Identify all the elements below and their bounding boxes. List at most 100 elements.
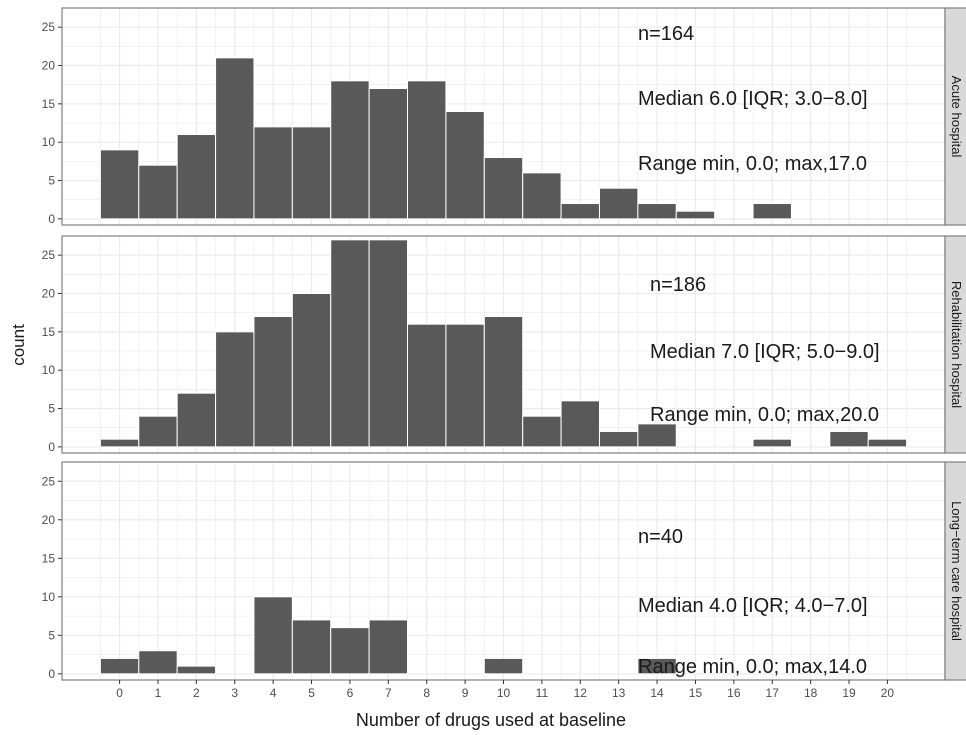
panel-annotation: Range min, 0.0; max,17.0 [638,153,867,175]
panel-annotation: n=186 [650,274,706,296]
histogram-bar [637,657,677,675]
y-tick-label: 25 [42,474,56,488]
histogram-bar [253,126,293,220]
x-tick-label: 20 [881,686,895,700]
y-tick-label: 20 [42,513,56,527]
facet-strip-label: Long−term care hospital [949,501,964,641]
histogram-bar [637,423,677,448]
histogram-bar [291,293,332,448]
facet-panel: 0 5 10 15 20 25 Acute hospital n=164 Median 6.0 … [42,7,966,226]
histogram-bar [598,431,639,448]
x-tick-label: 19 [842,686,856,700]
x-tick-label: 15 [689,686,703,700]
facet-panel: 0 5 10 15 20 25 Rehabilitation hospital n=186 Me… [42,235,966,454]
histogram-bar [829,431,869,448]
histogram-bar [330,627,370,675]
x-tick-label: 7 [385,686,392,700]
histogram-bar [138,164,178,220]
y-tick-label: 25 [42,20,56,34]
y-axis-title: count [9,324,28,366]
histogram-bar [291,619,332,675]
facet-panels: 0 5 10 15 20 25 Acute hospital n=164 Median 6.0 … [42,7,966,681]
x-tick-label: 13 [612,686,626,700]
x-tick-label: 16 [727,686,741,700]
panel-annotation: Median 7.0 [IQR; 5.0−9.0] [650,341,880,363]
histogram-bar [99,657,140,675]
x-tick-label: 17 [766,686,780,700]
facet-strip-label: Rehabilitation hospital [949,281,964,408]
facet-strip-label: Acute hospital [949,76,964,158]
histogram-bar [99,149,140,220]
histogram-bar [445,111,485,220]
x-tick-label: 4 [270,686,277,700]
y-tick-label: 0 [48,667,55,681]
histogram-bar [752,438,792,448]
histogram-bar [330,239,370,448]
panel-annotation: n=40 [638,526,683,548]
y-tick-label: 5 [48,174,55,188]
histogram-bar [291,126,332,220]
histogram-bar [867,438,908,448]
x-tick-label: 5 [308,686,315,700]
y-tick-label: 25 [42,248,56,262]
histogram-bar [675,210,716,220]
histogram-bar [368,619,409,675]
histogram-bar [522,172,562,220]
histogram-bar [176,665,217,675]
panel-annotation: n=164 [638,23,694,45]
histogram-bar [253,596,293,675]
histogram-bar [598,187,639,220]
x-axis: 0 1 2 3 4 5 6 7 8 9 10 11 12 13 14 15 16 17 18 19 20 [116,680,894,700]
x-tick-label: 6 [347,686,354,700]
histogram-bar [522,415,562,448]
x-tick-label: 9 [462,686,469,700]
x-tick-label: 2 [193,686,200,700]
y-tick-label: 10 [42,363,56,377]
y-tick-label: 20 [42,59,56,73]
histogram-bar [138,415,178,448]
y-tick-label: 10 [42,135,56,149]
y-tick-label: 15 [42,551,56,565]
histogram-bar [330,80,370,220]
histogram-bar [368,239,409,448]
histogram-bar [99,438,140,448]
x-tick-label: 10 [497,686,511,700]
histogram-bar [138,650,178,675]
panel-annotation: Median 4.0 [IQR; 4.0−7.0] [638,595,868,617]
histogram-bar [483,316,524,448]
histogram-bar [368,88,409,220]
y-tick-label: 5 [48,628,55,642]
histogram-bar [637,203,677,220]
y-tick-label: 0 [48,212,55,226]
panel-annotation: Range min, 0.0; max,20.0 [650,404,879,426]
histogram-bar [407,80,447,220]
y-tick-label: 0 [48,440,55,454]
x-tick-label: 0 [116,686,123,700]
facet-strip [944,461,966,681]
histogram-bar [560,203,600,220]
x-tick-label: 3 [231,686,238,700]
x-tick-label: 8 [423,686,430,700]
x-tick-label: 11 [536,686,549,700]
histogram-bar [215,57,255,220]
histogram-bar [483,157,524,220]
histogram-bar [407,323,447,448]
x-axis-title: Number of drugs used at baseline [356,710,626,730]
histogram-bar [253,316,293,448]
facet-panel: 0 5 10 15 20 25 Long−term care hospital n=40 Med… [42,461,966,681]
panel-annotation: Range min, 0.0; max,14.0 [638,656,867,678]
histogram-bar [560,400,600,448]
histogram-bar [176,392,217,448]
y-tick-label: 15 [42,97,56,111]
facet-strip [944,235,966,454]
y-tick-label: 5 [48,402,55,416]
x-tick-label: 18 [804,686,818,700]
x-tick-label: 14 [650,686,664,700]
facet-strip [944,7,966,226]
histogram-bar [752,203,792,220]
histogram-bar [176,134,217,220]
y-tick-label: 15 [42,325,56,339]
x-tick-label: 12 [574,686,588,700]
y-tick-label: 20 [42,287,56,301]
